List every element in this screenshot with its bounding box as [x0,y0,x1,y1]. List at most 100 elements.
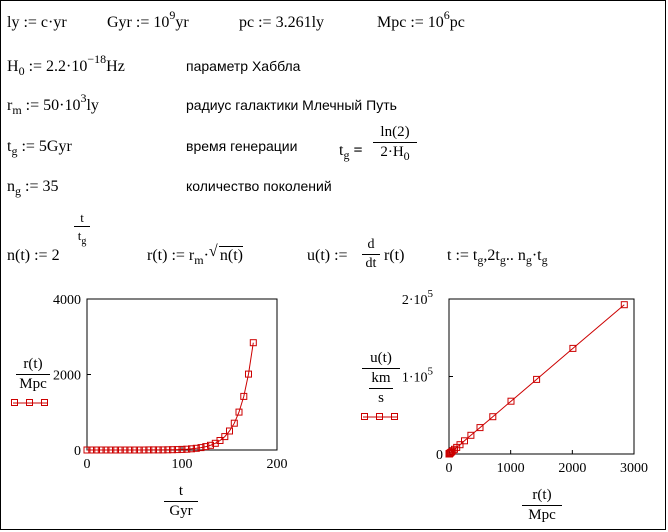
chart1-point [107,446,115,454]
d-numerator: d [367,237,375,252]
chart1-point [102,446,110,454]
fraction-bar [373,142,417,143]
chart1-point [240,392,248,400]
def-pc[interactable]: pc := 3.261ly [239,15,324,31]
assign-op: := [25,178,39,195]
var-name: H [7,58,19,75]
eval-op: = [353,142,363,159]
var-name: ly [7,14,20,31]
assign-op: := [28,58,43,75]
p1-sub: g [477,253,484,267]
chart1-point [164,446,172,454]
fraction-bar [164,501,198,502]
chart1-point [83,446,91,454]
var-name: pc [239,14,255,31]
d-denominator: dt [365,256,377,271]
chart2-series-line [448,304,625,455]
eval-tg-lhs[interactable]: tg = [339,142,363,162]
chart2-point [461,437,468,445]
chart2-xtick-label: 1000 [497,461,525,476]
chart1-ytick-label: 4000 [53,293,81,308]
chart1-point [131,446,138,454]
fraction-bar [16,374,50,375]
chart2-xtick-label: 2000 [558,461,586,476]
comment-generations: количество поколений [186,178,332,194]
chart1-xtick-label: 200 [267,457,288,472]
assign-op: := [258,14,272,31]
def-tg[interactable]: tg := 5Gyr [7,138,72,158]
def-mpc[interactable]: Mpc := 106pc [377,9,465,31]
def-r-t[interactable]: r(t) := rm· √ n(t) [147,244,244,267]
den-text: t [77,228,82,243]
fraction-bar [362,368,400,369]
base: 10 [427,14,444,31]
chart2-point [467,431,475,439]
rhs: r [188,247,195,264]
chart1-xlabel: t Gyr [164,484,198,519]
chart1-point [188,445,195,453]
coef: 2.2·10 [46,58,88,75]
chart1-point [230,419,238,427]
chart2-point [451,445,458,453]
unit: pc [449,14,465,31]
exponent: 9 [169,8,176,22]
chart2-xtick-label: 0 [446,461,453,476]
chart1-point [207,441,214,449]
chart2-point [489,413,497,421]
chart1-series-line [87,342,254,451]
subscript: 0 [18,64,25,78]
xlabel-den: Gyr [169,503,193,519]
subscript: m [194,253,204,267]
comment-galaxy-radius: радиус галактики Млечный Путь [186,97,397,113]
sqrt-arg: n(t) [219,247,244,264]
chart1-ylabel: r(t) Mpc [16,357,50,392]
chart1-point [192,444,200,452]
fraction-bar [74,226,90,227]
chart1-point [178,445,186,453]
p4-sub: g [541,253,548,267]
base: 10 [153,14,170,31]
var-name: Gyr [107,14,132,31]
lhs: r(t) [147,247,168,264]
def-h0[interactable]: H0 := 2.2·10−18Hz [7,53,125,78]
chart2-ylabel: u(t) km s [362,351,400,406]
def-ly[interactable]: ly := c·yr [7,15,67,31]
chart1-point [93,446,100,454]
chart1-xtick-label: 100 [172,457,193,472]
den-text: 2·H [380,144,404,160]
ylabel-den: s [378,390,384,406]
expr: 5Gyr [38,138,72,155]
chart1-point [226,427,233,435]
chart1-point [216,437,224,444]
coef: 50·10 [43,97,81,114]
lhs: t [447,247,452,264]
def-gyr[interactable]: Gyr := 109yr [107,9,189,31]
def-u-t[interactable]: u(t) := [307,248,348,264]
p2: ,2t [483,247,500,264]
sqrt: √ n(t) [209,244,244,264]
chart1-legend-marker [11,399,48,406]
chart1-point [116,446,124,454]
eval-tg-fraction: ln(2) 2·H0 [373,125,417,162]
comment-hubble: параметр Хаббла [186,58,301,74]
chart2-ytick-label: 0 [436,448,443,463]
var-name: r [7,97,13,114]
assign-op: := [410,14,424,31]
chart1-point [145,446,153,454]
ylabel-num: r(t) [23,356,43,372]
sqrt-sign: √ [208,243,218,260]
ylabel-mid: km [371,370,391,386]
subscript: g [11,144,18,158]
def-n-t[interactable]: n(t) := 2 [7,248,60,264]
chart2-xlabel: r(t) Mpc [522,488,562,523]
ylabel-units: km s [362,371,400,406]
lhs: u(t) [307,247,331,264]
def-range-t[interactable]: t := tg,2tg.. ng·tg [447,247,548,267]
chart1-point [154,446,162,454]
def-ng[interactable]: ng := 35 [7,178,58,198]
assign-op: := [23,14,37,31]
def-rm[interactable]: rm := 50·103ly [7,92,99,116]
unit: yr [175,14,189,31]
